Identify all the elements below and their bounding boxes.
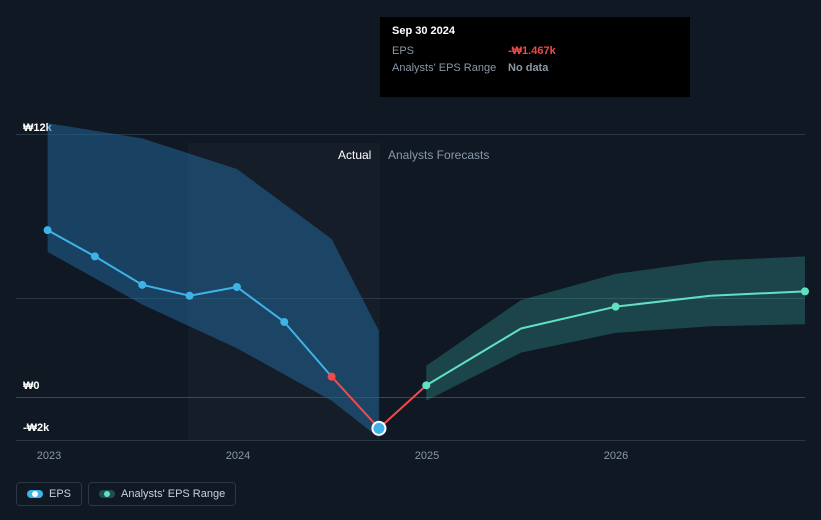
chart-legend: EPS Analysts' EPS Range	[16, 482, 236, 506]
legend-label-eps: EPS	[49, 488, 71, 500]
tooltip-row-eps: EPS -₩1.467k	[392, 43, 678, 60]
legend-item-range[interactable]: Analysts' EPS Range	[88, 482, 236, 506]
legend-swatch-range	[99, 490, 115, 498]
tooltip-eps-value: -₩1.467k	[508, 43, 556, 60]
legend-item-eps[interactable]: EPS	[16, 482, 82, 506]
legend-swatch-eps	[27, 490, 43, 498]
chart-tooltip: Sep 30 2024 EPS -₩1.467k Analysts' EPS R…	[380, 17, 690, 97]
tooltip-range-label: Analysts' EPS Range	[392, 60, 508, 77]
tooltip-date: Sep 30 2024	[392, 25, 678, 37]
legend-label-range: Analysts' EPS Range	[121, 488, 225, 500]
tooltip-range-value: No data	[508, 60, 548, 77]
x-label-2024: 2024	[226, 450, 250, 462]
tooltip-eps-label: EPS	[392, 43, 508, 60]
tooltip-row-range: Analysts' EPS Range No data	[392, 60, 678, 77]
x-label-2026: 2026	[604, 450, 628, 462]
eps-chart: ₩12k ₩0 -₩2k Actual Analysts Forecasts 2…	[16, 0, 805, 520]
x-label-2025: 2025	[415, 450, 439, 462]
x-label-2023: 2023	[37, 450, 61, 462]
